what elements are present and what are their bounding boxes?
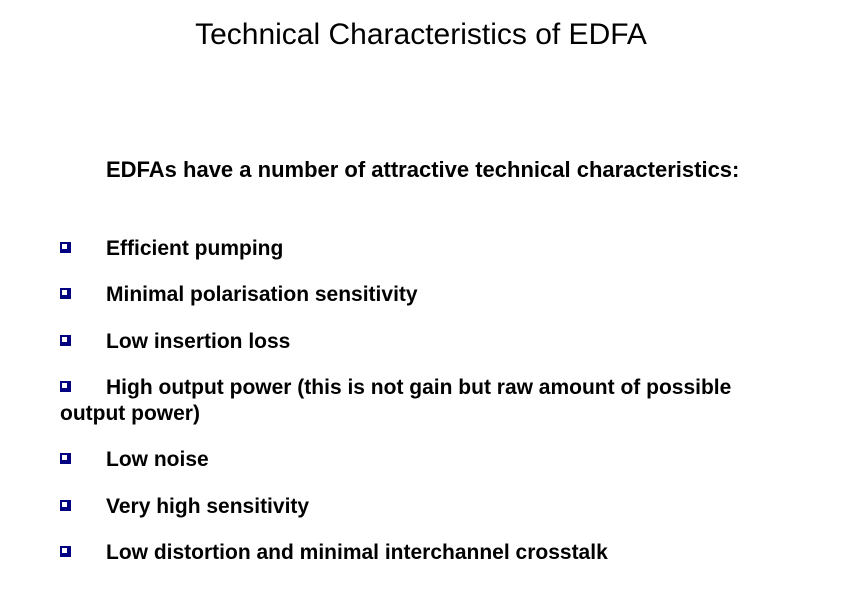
- bullet-icon: [60, 335, 71, 346]
- list-item-text: Low distortion and minimal interchannel …: [106, 541, 608, 564]
- list-item-text: Minimal polarisation sensitivity: [106, 283, 418, 306]
- list-item: Low noise: [60, 447, 802, 473]
- bullet-icon: [60, 500, 71, 511]
- bullet-list: Efficient pumping Minimal polarisation s…: [60, 236, 802, 586]
- list-item-text: High output power (this is not gain but …: [60, 376, 731, 425]
- list-item: Efficient pumping: [60, 236, 802, 262]
- bullet-icon: [60, 242, 71, 253]
- list-item: Low insertion loss: [60, 329, 802, 355]
- bullet-icon: [60, 453, 71, 464]
- list-item: Minimal polarisation sensitivity: [60, 282, 802, 308]
- list-item-text: Very high sensitivity: [106, 495, 309, 518]
- list-item: Very high sensitivity: [60, 494, 802, 520]
- list-item: Low distortion and minimal interchannel …: [60, 540, 802, 566]
- slide: Technical Characteristics of EDFA EDFAs …: [0, 0, 842, 592]
- bullet-icon: [60, 546, 71, 557]
- bullet-icon: [60, 381, 71, 392]
- bullet-icon: [60, 288, 71, 299]
- slide-title: Technical Characteristics of EDFA: [0, 18, 842, 52]
- list-item-text: Low noise: [106, 448, 209, 471]
- intro-text-content: EDFAs have a number of attractive techni…: [106, 157, 739, 182]
- list-item: High output power (this is not gain but …: [60, 375, 802, 428]
- list-item-text: Low insertion loss: [106, 330, 290, 353]
- intro-text: EDFAs have a number of attractive techni…: [60, 156, 782, 184]
- list-item-text: Efficient pumping: [106, 237, 283, 260]
